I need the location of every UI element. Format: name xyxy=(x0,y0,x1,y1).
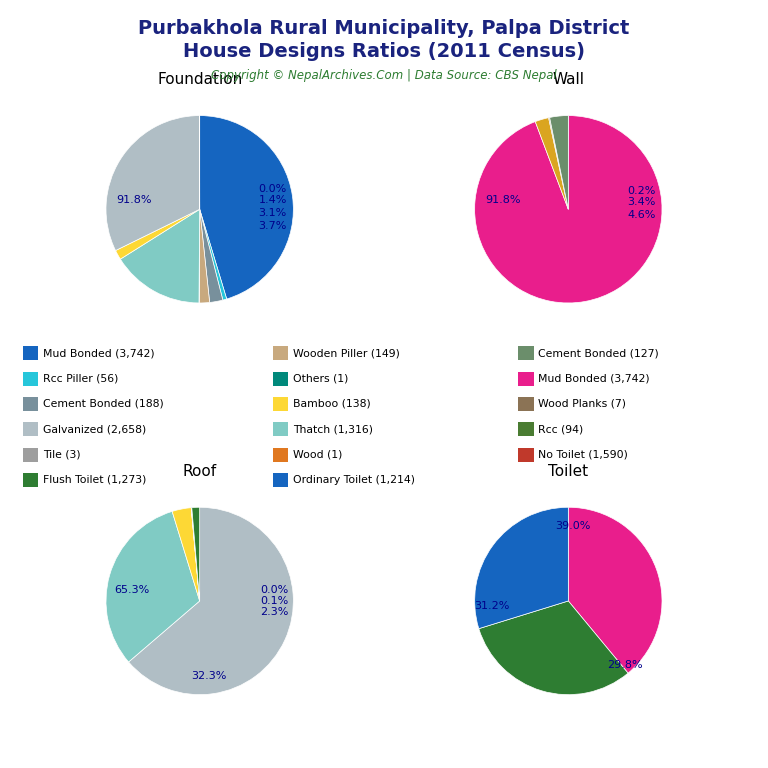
Text: 91.8%: 91.8% xyxy=(116,195,152,205)
Text: 32.3%: 32.3% xyxy=(191,671,227,681)
Title: Wall: Wall xyxy=(552,72,584,87)
Text: Rcc Piller (56): Rcc Piller (56) xyxy=(43,373,118,384)
Wedge shape xyxy=(199,210,210,303)
Wedge shape xyxy=(548,118,568,210)
Text: 3.1%: 3.1% xyxy=(259,208,287,218)
Text: No Toilet (1,590): No Toilet (1,590) xyxy=(538,449,628,460)
Text: Wooden Piller (149): Wooden Piller (149) xyxy=(293,348,399,359)
Text: Mud Bonded (3,742): Mud Bonded (3,742) xyxy=(538,373,650,384)
Text: Purbakhola Rural Municipality, Palpa District: Purbakhola Rural Municipality, Palpa Dis… xyxy=(138,19,630,38)
Text: 1.4%: 1.4% xyxy=(259,195,287,205)
Text: Wood (1): Wood (1) xyxy=(293,449,342,460)
Text: House Designs Ratios (2011 Census): House Designs Ratios (2011 Census) xyxy=(183,42,585,61)
Title: Roof: Roof xyxy=(183,464,217,478)
Text: 0.0%: 0.0% xyxy=(260,584,289,594)
Wedge shape xyxy=(128,508,293,694)
Text: Cement Bonded (188): Cement Bonded (188) xyxy=(43,399,164,409)
Text: Ordinary Toilet (1,214): Ordinary Toilet (1,214) xyxy=(293,475,415,485)
Title: Toilet: Toilet xyxy=(548,464,588,478)
Wedge shape xyxy=(115,210,200,259)
Wedge shape xyxy=(478,601,628,694)
Text: Rcc (94): Rcc (94) xyxy=(538,424,584,435)
Text: Bamboo (138): Bamboo (138) xyxy=(293,399,370,409)
Text: 3.7%: 3.7% xyxy=(259,221,287,231)
Text: 3.4%: 3.4% xyxy=(627,197,656,207)
Text: Mud Bonded (3,742): Mud Bonded (3,742) xyxy=(43,348,154,359)
Text: 31.2%: 31.2% xyxy=(474,601,509,611)
Text: 91.8%: 91.8% xyxy=(485,195,521,205)
Wedge shape xyxy=(535,118,568,210)
Text: 39.0%: 39.0% xyxy=(555,521,591,531)
Wedge shape xyxy=(475,116,662,303)
Wedge shape xyxy=(568,508,662,673)
Text: Wood Planks (7): Wood Planks (7) xyxy=(538,399,627,409)
Wedge shape xyxy=(475,508,568,629)
Wedge shape xyxy=(106,116,200,250)
Text: Copyright © NepalArchives.Com | Data Source: CBS Nepal: Copyright © NepalArchives.Com | Data Sou… xyxy=(211,69,557,82)
Wedge shape xyxy=(550,116,568,210)
Wedge shape xyxy=(191,508,200,601)
Text: Thatch (1,316): Thatch (1,316) xyxy=(293,424,372,435)
Text: 0.1%: 0.1% xyxy=(260,596,289,606)
Wedge shape xyxy=(192,508,200,601)
Text: 0.0%: 0.0% xyxy=(259,184,287,194)
Text: 4.6%: 4.6% xyxy=(627,210,656,220)
Text: 29.8%: 29.8% xyxy=(607,660,642,670)
Wedge shape xyxy=(200,210,223,303)
Wedge shape xyxy=(191,508,200,601)
Title: Foundation: Foundation xyxy=(157,72,243,87)
Text: Others (1): Others (1) xyxy=(293,373,348,384)
Text: Tile (3): Tile (3) xyxy=(43,449,81,460)
Text: Cement Bonded (127): Cement Bonded (127) xyxy=(538,348,659,359)
Wedge shape xyxy=(121,210,200,303)
Wedge shape xyxy=(106,511,200,662)
Text: 0.2%: 0.2% xyxy=(627,186,656,196)
Text: 2.3%: 2.3% xyxy=(260,607,289,617)
Wedge shape xyxy=(200,210,227,300)
Wedge shape xyxy=(200,116,293,299)
Text: 65.3%: 65.3% xyxy=(114,584,150,594)
Text: Flush Toilet (1,273): Flush Toilet (1,273) xyxy=(43,475,147,485)
Wedge shape xyxy=(172,508,200,601)
Text: Galvanized (2,658): Galvanized (2,658) xyxy=(43,424,146,435)
